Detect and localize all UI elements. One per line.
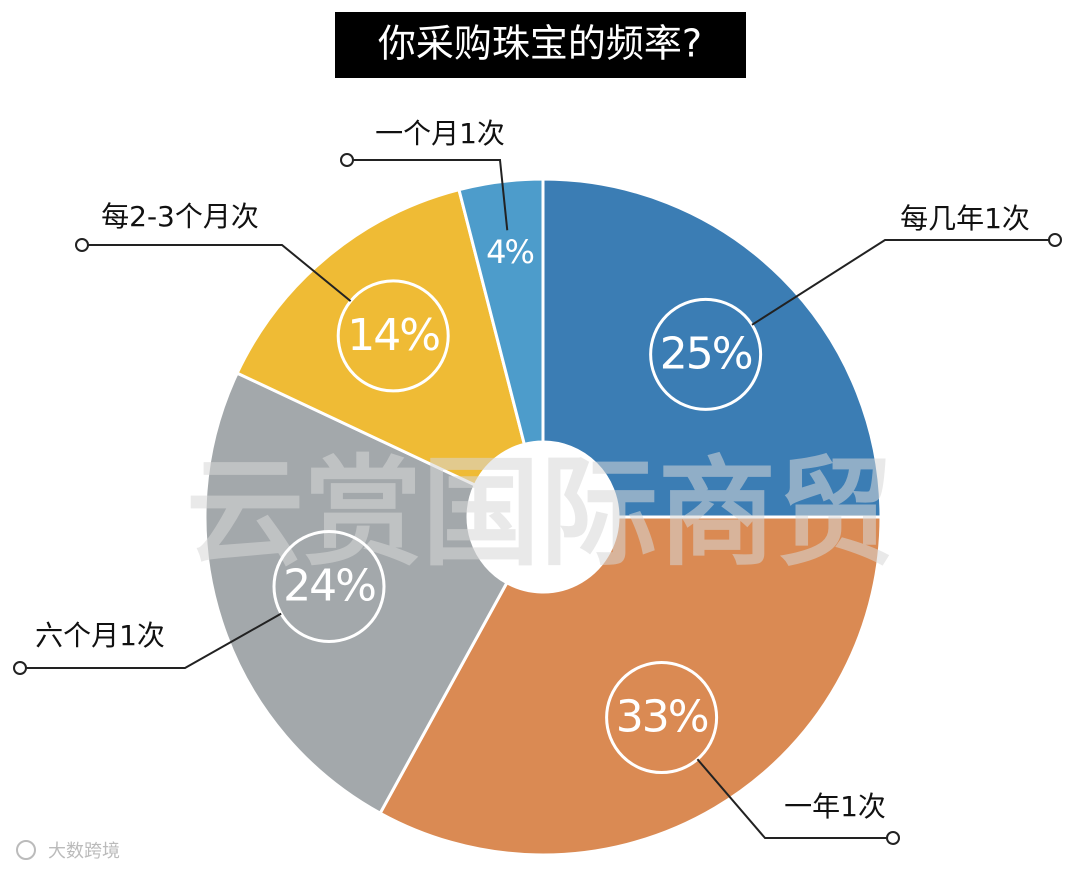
leader-line [696,758,893,839]
label-ring [649,297,763,411]
category-label: 六个月1次 [35,619,165,652]
leader-line [751,239,1055,326]
category-label: 每几年1次 [900,202,1030,235]
category-label: 一个月1次 [375,117,505,150]
category-label: 一年1次 [784,790,886,823]
leader-dot [340,153,354,167]
slice [378,515,883,857]
leader-line [20,612,282,669]
chart-title: 你采购珠宝的频率? [378,22,702,66]
slice [203,371,509,816]
label-ring [605,661,719,775]
labels: 25% 每几年1次 33% 一年1次 24% 六个月1次 14% 每2-3个月次 4% 一个月1次 [13,117,1062,845]
source-logo [16,840,36,860]
label-ring [272,530,386,644]
value-label: 14% [347,310,439,361]
slice [541,177,883,519]
leader-line [82,244,352,302]
leader-dot [13,661,27,675]
leader-dot [1048,233,1062,247]
leader-dot [886,831,900,845]
source: 大数跨境 [48,841,120,862]
slices [203,177,883,857]
leader-dot [75,238,89,252]
value-label: 24% [283,561,375,612]
title-box [335,12,746,78]
slice [457,177,545,447]
value-label: 4% [486,233,533,271]
leader-line [347,159,509,231]
watermark: 云赏国际商贸 [186,444,894,582]
category-label: 每2-3个月次 [101,200,259,233]
value-label: 33% [616,692,708,743]
slice [235,187,527,488]
value-label: 25% [660,328,752,379]
label-ring [336,279,450,393]
